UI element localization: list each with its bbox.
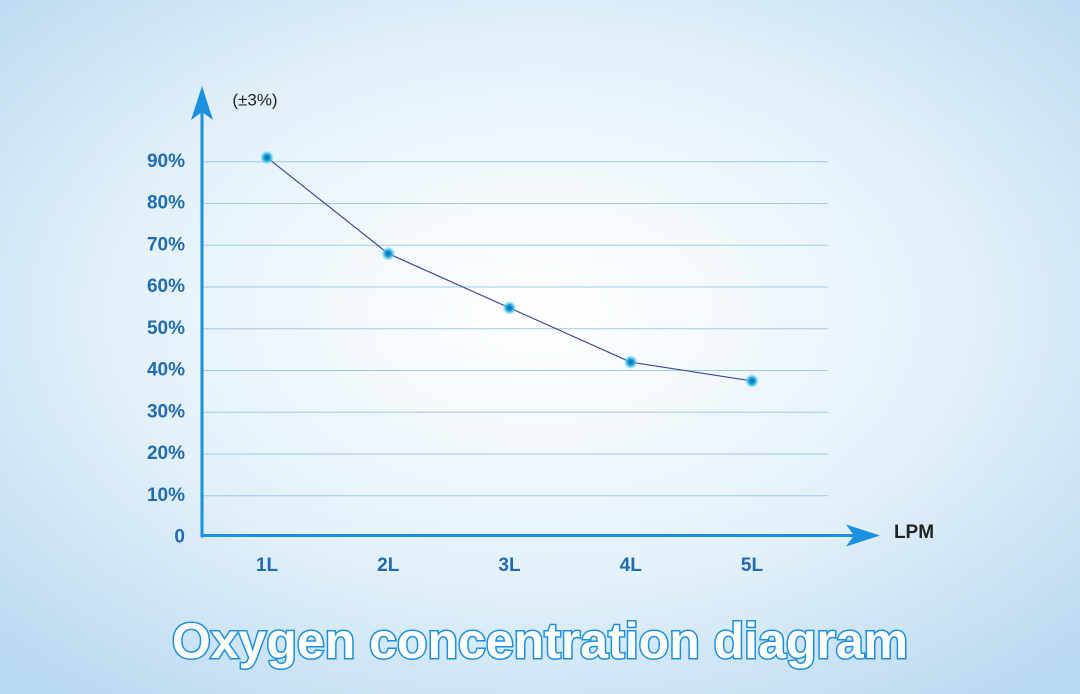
x-tick-label: 3L [498, 555, 521, 576]
y-axis-label: (±3%) [232, 90, 277, 109]
data-point [381, 247, 395, 261]
y-tick-label: 20% [147, 443, 185, 464]
y-tick-label: 50% [147, 318, 185, 339]
y-tick-label: 40% [147, 360, 185, 381]
data-point [745, 374, 759, 388]
y-tick-label: 90% [147, 151, 185, 172]
data-point [260, 151, 274, 165]
data-point [624, 355, 638, 369]
x-axis-label: LPM [894, 522, 934, 543]
y-tick-label: 0 [174, 527, 185, 548]
x-tick-label: 5L [741, 555, 764, 576]
y-tick-label: 70% [147, 234, 185, 255]
x-tick-label: 4L [620, 555, 643, 576]
x-tick-label: 1L [256, 555, 279, 576]
y-tick-label: 10% [147, 485, 185, 506]
y-tick-label: 60% [147, 276, 185, 297]
y-tick-label: 30% [147, 401, 185, 422]
y-tick-label: 80% [147, 193, 185, 214]
chart-title: Oxygen concentration diagram [172, 613, 908, 669]
x-tick-label: 2L [377, 555, 400, 576]
x-axis-arrow [846, 524, 880, 547]
y-axis-arrow [191, 86, 213, 120]
data-point [503, 301, 516, 315]
